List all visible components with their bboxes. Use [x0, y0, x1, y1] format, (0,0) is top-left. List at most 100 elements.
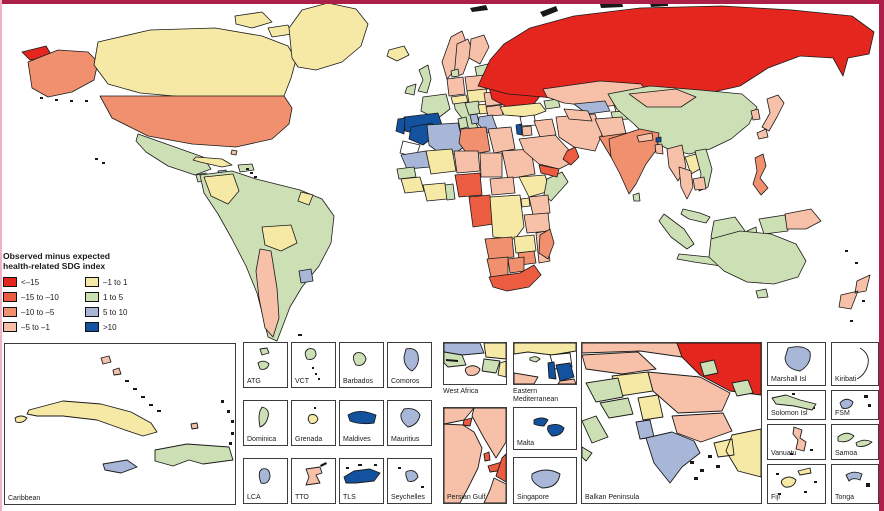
bk-hungary-north	[582, 351, 657, 375]
bk-aegean-dots	[690, 455, 720, 480]
legend-item-label: –10 to –5	[21, 307, 55, 317]
country-tunisia	[457, 116, 469, 130]
em-cyprus	[529, 356, 541, 363]
vct-dots	[312, 367, 320, 380]
inset-shape-vanuatu	[792, 426, 807, 452]
inset-label-samoa: Samoa	[835, 450, 858, 458]
country-nigeria	[454, 172, 483, 198]
inset-shape-singapore	[531, 469, 561, 489]
wa-gambia	[446, 359, 458, 362]
vanuatu-dots	[790, 449, 813, 455]
inset-west-africa	[443, 342, 507, 385]
inset-label-lca: LCA	[247, 494, 261, 502]
inset-shape-grenada	[307, 414, 319, 424]
country-syria	[519, 114, 537, 127]
country-oman	[562, 146, 580, 166]
country-tasmania	[755, 288, 769, 299]
country-cambodia	[692, 176, 707, 191]
inset-shape-dominica	[258, 406, 269, 428]
inset-label-vanuatu: Vanuatu	[771, 450, 797, 458]
country-guyana	[297, 191, 314, 206]
country-colombia	[203, 173, 240, 205]
country-drc	[489, 194, 525, 240]
country-korea	[750, 108, 761, 121]
grenada-dot	[314, 407, 316, 409]
country-ghana	[444, 183, 456, 201]
country-mongolia	[628, 88, 697, 108]
inset-tonga: Tonga	[831, 464, 879, 504]
country-senegal	[396, 166, 417, 180]
inset-shape-kiribati	[856, 347, 869, 380]
bk-turkey	[713, 428, 761, 478]
inset-jamaica	[102, 459, 138, 474]
legend-swatch	[3, 322, 17, 333]
country-sumatra	[658, 213, 695, 250]
inset-shape-tonga	[845, 471, 863, 482]
country-new-zealand	[838, 274, 871, 310]
country-uruguay	[298, 268, 314, 284]
world-map	[21, 2, 875, 342]
legend-item: 5 to 10	[85, 305, 153, 320]
inset-label-mauritius: Mauritius	[391, 436, 420, 444]
legend-item-label: –1 to 1	[103, 277, 128, 287]
legend-swatch	[85, 307, 99, 318]
country-egypt	[487, 126, 516, 154]
inset-tls: TLS	[339, 458, 384, 504]
pg-saudi	[444, 423, 483, 503]
inset-label-fiji: Fiji	[771, 494, 780, 502]
country-yemen	[538, 164, 560, 178]
country-jordan	[521, 125, 533, 137]
inset-shape-solomon	[771, 394, 817, 411]
inset-malta: Malta	[513, 407, 577, 450]
bk-croatia	[585, 377, 624, 403]
wa-senegal	[444, 351, 467, 368]
country-madagascar	[538, 228, 555, 260]
inset-label-malta: Malta	[517, 440, 535, 448]
country-png	[784, 208, 822, 230]
country-japan	[756, 94, 785, 140]
inset-barbados: Barbados	[339, 342, 384, 388]
country-caucasus	[543, 98, 561, 110]
country-chad	[479, 152, 503, 178]
country-west-papua	[758, 214, 789, 235]
inset-shape-tls	[343, 468, 381, 484]
country-turkey	[499, 102, 547, 118]
fsm-dots	[864, 395, 871, 407]
pg-kuwait	[462, 417, 473, 427]
bk-slovakia	[582, 343, 683, 358]
bk-serbia	[637, 394, 664, 421]
pg-iran	[471, 408, 506, 459]
country-vietnam	[694, 148, 713, 192]
inset-solomon-islands: Solomon Isl	[767, 390, 826, 420]
inset-shape-vct	[304, 348, 317, 360]
inset-fsm: FSM	[831, 390, 879, 420]
country-ireland	[404, 83, 417, 96]
country-botswana	[507, 256, 525, 274]
country-nepal	[636, 132, 654, 143]
country-cuba	[192, 156, 233, 168]
legend-swatch	[3, 277, 17, 288]
country-greenland	[288, 2, 369, 71]
arctic-island-marks	[470, 2, 668, 17]
country-guinea	[400, 176, 425, 194]
pg-oman-interior	[483, 477, 506, 503]
tonga-dot	[866, 483, 870, 487]
country-mali	[425, 148, 457, 175]
legend-swatch	[3, 292, 17, 303]
legend-swatch	[3, 307, 17, 318]
country-somalia	[543, 171, 569, 202]
country-tanzania	[523, 212, 551, 234]
inset-maldives: Maldives	[339, 400, 384, 446]
inset-cuba	[14, 400, 158, 437]
country-bangladesh	[654, 143, 664, 155]
tobago-dot	[320, 462, 327, 467]
country-iran	[555, 113, 603, 152]
legend-item-label: >10	[103, 322, 117, 332]
inset-bahamas	[100, 355, 122, 376]
country-denmark	[450, 68, 460, 78]
bk-bosnia	[599, 397, 634, 419]
country-germany	[446, 76, 466, 97]
country-bolivia	[261, 224, 298, 252]
bk-italy	[582, 415, 609, 462]
